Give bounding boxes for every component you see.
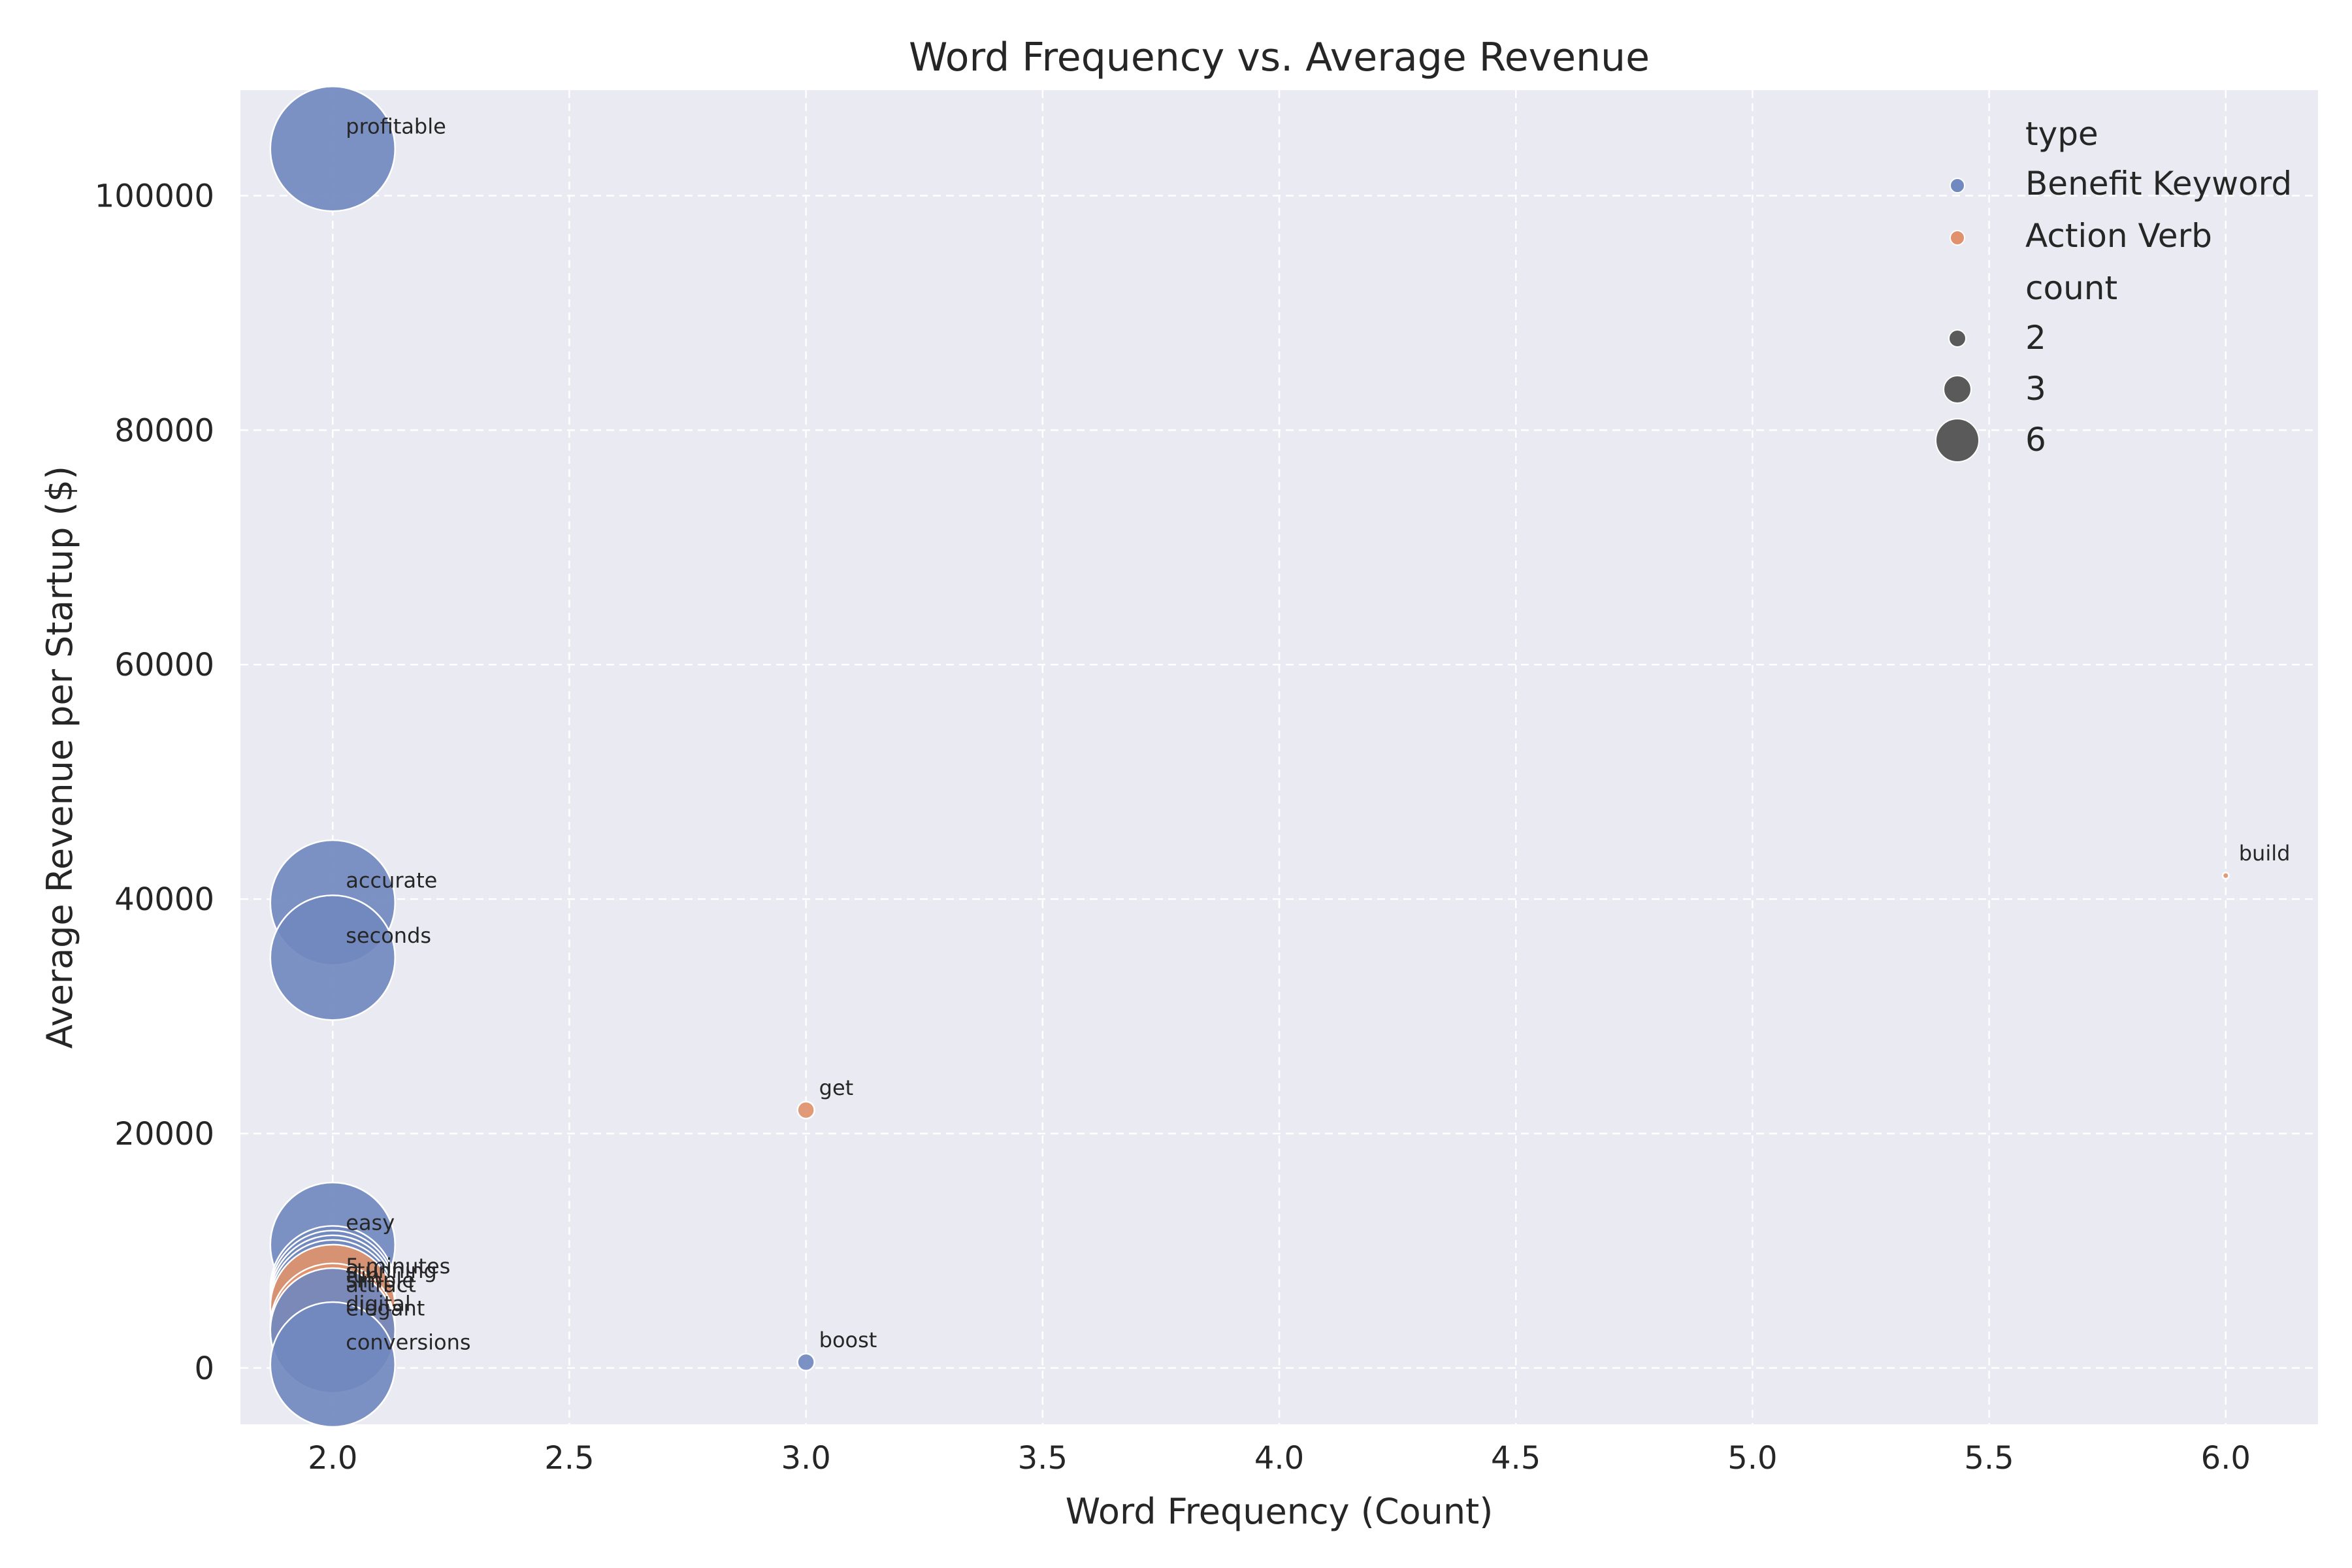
legend-size-entry: 6 xyxy=(2025,421,2046,459)
legend-title-count: count xyxy=(2025,269,2117,307)
grid xyxy=(240,90,2318,1424)
legend-size-marker xyxy=(1948,329,1967,348)
legend-entry: Action Verb xyxy=(2025,217,2212,255)
point-label: accurate xyxy=(346,868,437,893)
data-point xyxy=(269,85,397,212)
x-tick-label: 2.0 xyxy=(308,1440,357,1477)
legend: type count Benefit Keyword Action Verb 2 3 6 xyxy=(1935,115,2292,463)
y-axis-label: Average Revenue per Startup ($) xyxy=(39,466,80,1049)
point-label: fun xyxy=(346,1263,380,1288)
x-tick-label: 5.5 xyxy=(1964,1440,2014,1477)
x-tick-label: 3.0 xyxy=(781,1440,830,1477)
y-tick-label: 100000 xyxy=(95,178,214,214)
legend-size-entry: 2 xyxy=(2025,319,2046,357)
data-point xyxy=(269,894,397,1021)
point-label: digital xyxy=(346,1291,410,1316)
y-axis-ticks: 0 20000 40000 60000 80000 100000 xyxy=(95,178,214,1386)
y-tick-label: 80000 xyxy=(114,412,214,449)
legend-size-entry: 3 xyxy=(2025,370,2046,408)
x-tick-label: 5.0 xyxy=(1727,1440,1777,1477)
data-point xyxy=(269,1301,397,1428)
point-label: boost xyxy=(819,1328,877,1352)
point-label: elegant xyxy=(346,1296,425,1320)
x-tick-label: 6.0 xyxy=(2201,1440,2251,1477)
legend-size-marker xyxy=(1943,375,1972,404)
data-points xyxy=(269,85,2230,1428)
point-label: conversions xyxy=(346,1330,470,1354)
point-label: stunning xyxy=(346,1258,437,1283)
y-tick-label: 40000 xyxy=(114,881,214,918)
point-label: 5 minutes xyxy=(346,1254,450,1279)
legend-title-type: type xyxy=(2025,115,2099,153)
y-tick-label: 0 xyxy=(194,1350,214,1387)
x-tick-label: 2.5 xyxy=(544,1440,594,1477)
x-axis-ticks: 2.0 2.5 3.0 3.5 4.0 4.5 5.0 5.5 6.0 xyxy=(308,1440,2251,1477)
legend-marker xyxy=(1950,230,1965,246)
chart-title: Word Frequency vs. Average Revenue xyxy=(909,35,1650,80)
x-tick-label: 3.5 xyxy=(1018,1440,1068,1477)
x-tick-label: 4.5 xyxy=(1491,1440,1541,1477)
point-label: profitable xyxy=(346,114,446,139)
x-axis-label: Word Frequency (Count) xyxy=(1066,1491,1494,1532)
point-label: build xyxy=(2239,841,2291,866)
point-labels: profitable accurate seconds easy 5 minutesst… xyxy=(346,114,2290,1355)
data-point xyxy=(2221,872,2230,880)
data-point xyxy=(796,1100,815,1120)
legend-entry: Benefit Keyword xyxy=(2025,165,2292,203)
data-point xyxy=(796,1352,815,1372)
legend-marker xyxy=(1950,178,1965,193)
point-label: seconds xyxy=(346,923,431,948)
point-label: get xyxy=(819,1075,854,1100)
y-tick-label: 60000 xyxy=(114,647,214,683)
legend-size-marker xyxy=(1935,418,1980,463)
x-tick-label: 4.0 xyxy=(1254,1440,1304,1477)
point-label: easy xyxy=(346,1210,395,1235)
y-tick-label: 20000 xyxy=(114,1116,214,1152)
point-label: simple xyxy=(346,1267,415,1292)
point-label: attract xyxy=(346,1273,416,1298)
